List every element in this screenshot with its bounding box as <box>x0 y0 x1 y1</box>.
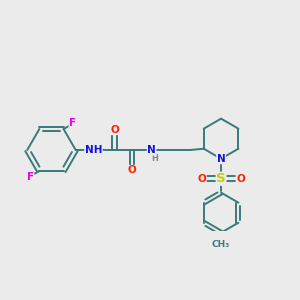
Text: CH₃: CH₃ <box>212 239 230 248</box>
Text: S: S <box>216 172 226 185</box>
Text: N: N <box>147 145 156 155</box>
Text: F: F <box>69 118 76 128</box>
Text: NH: NH <box>85 145 102 155</box>
Text: O: O <box>197 174 206 184</box>
Text: F: F <box>27 172 34 182</box>
Text: O: O <box>236 174 245 184</box>
Text: O: O <box>110 124 119 135</box>
Text: H: H <box>152 154 158 163</box>
Text: O: O <box>128 165 136 176</box>
Text: N: N <box>217 154 225 164</box>
